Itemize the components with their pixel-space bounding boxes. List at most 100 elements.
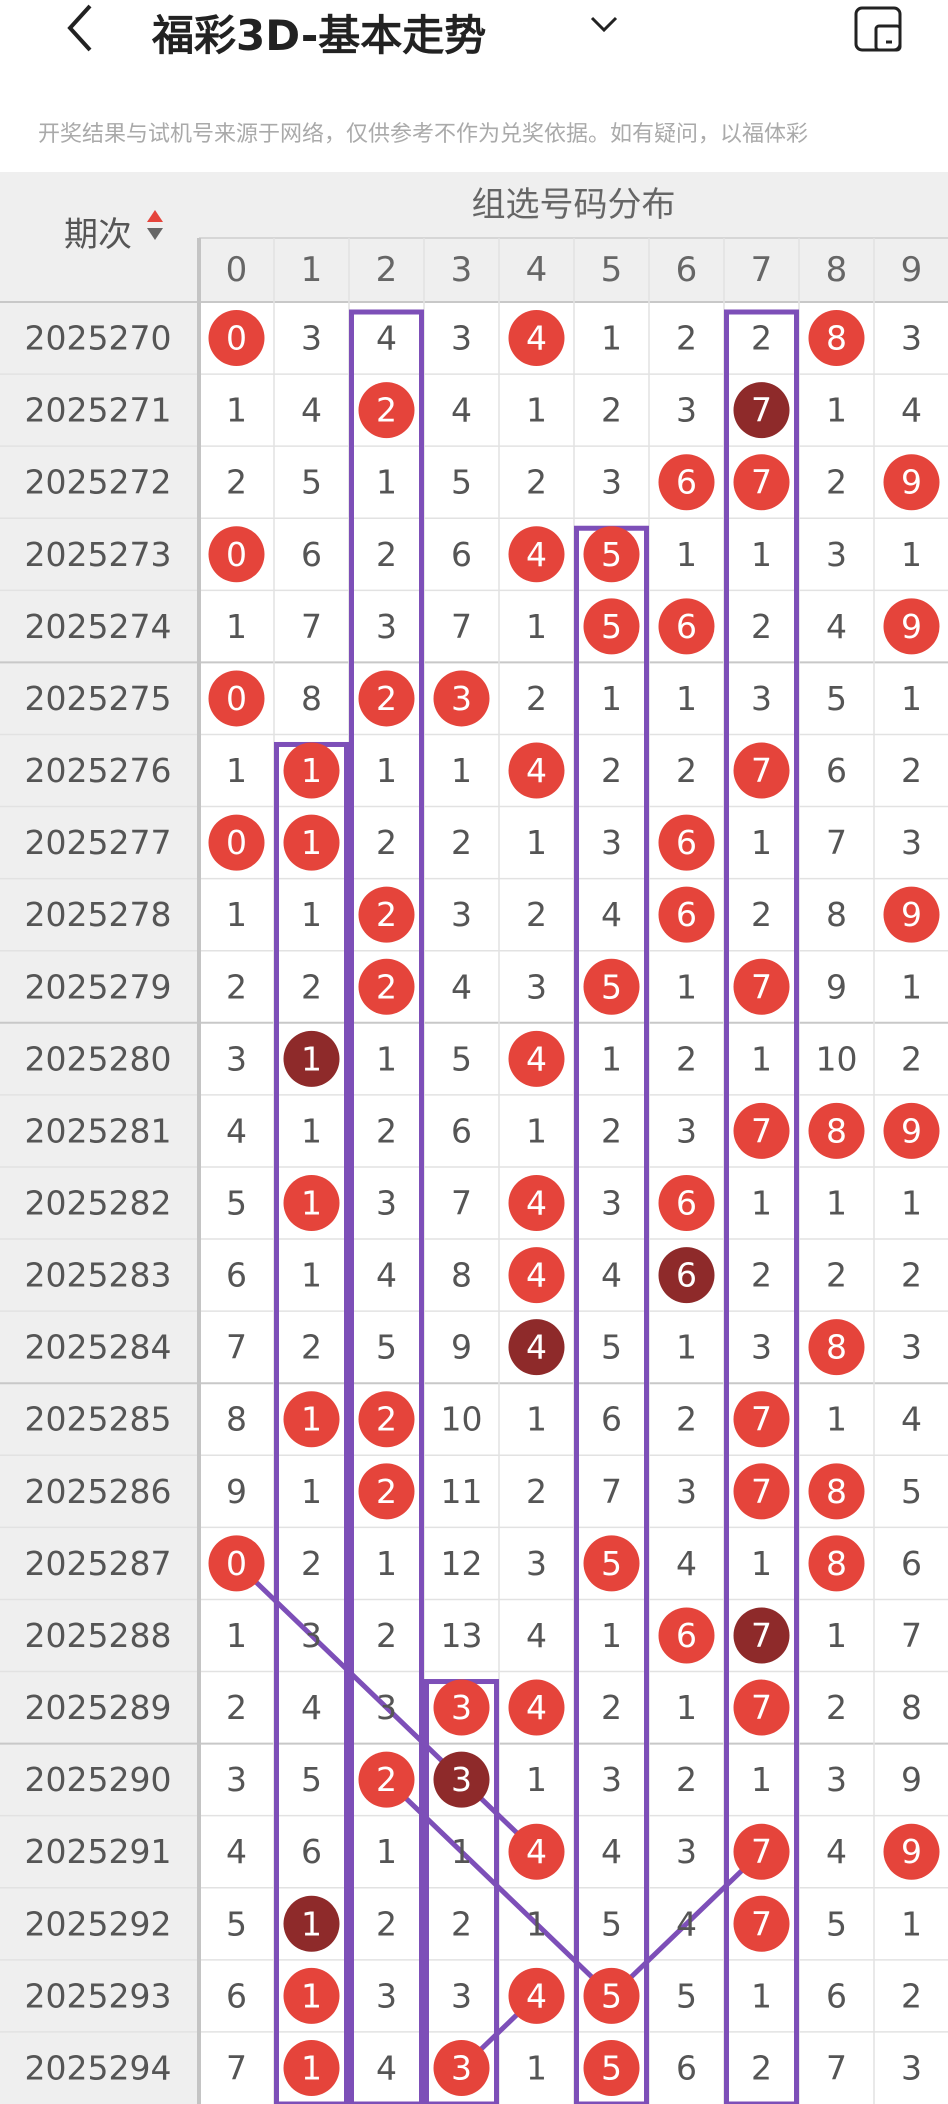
ball	[433, 1751, 490, 1808]
cell: 2	[526, 463, 547, 502]
cell: 7	[751, 967, 772, 1006]
digit-header: 6	[676, 250, 698, 290]
cell: 1	[526, 823, 547, 862]
cell: 2	[526, 679, 547, 718]
ball	[733, 1607, 790, 1664]
cell: 1	[301, 895, 322, 934]
cell: 3	[826, 535, 847, 574]
cell: 1	[826, 391, 847, 430]
ball	[583, 1967, 640, 2024]
cell: 1	[526, 1400, 547, 1439]
cell: 0	[226, 823, 247, 862]
cell: 5	[601, 535, 622, 574]
cell: 1	[601, 1616, 622, 1655]
cell: 2	[676, 751, 697, 790]
period: 2025282	[25, 1184, 172, 1223]
ball	[358, 958, 415, 1015]
cell: 3	[826, 1760, 847, 1799]
ball	[283, 1967, 340, 2024]
ball	[658, 454, 715, 511]
ball	[808, 1535, 865, 1592]
cell: 7	[301, 607, 322, 646]
cell: 1	[526, 1111, 547, 1150]
cell: 4	[601, 895, 622, 934]
ball	[808, 1463, 865, 1520]
cell: 2	[601, 1688, 622, 1727]
back-button[interactable]	[67, 4, 92, 52]
ball	[283, 814, 340, 871]
cell: 1	[526, 1760, 547, 1799]
ball	[208, 670, 265, 727]
cell: 1	[301, 1976, 322, 2015]
ball	[358, 1751, 415, 1808]
ball	[283, 1175, 340, 1231]
period: 2025270	[25, 319, 172, 358]
cell: 1	[301, 1904, 322, 1943]
cell: 7	[751, 1688, 772, 1727]
cell: 2	[901, 1256, 922, 1295]
cell: 3	[451, 1760, 472, 1799]
cell: 2	[526, 895, 547, 934]
cell: 6	[601, 1400, 622, 1439]
cell: 1	[226, 1616, 247, 1655]
ball	[883, 886, 940, 943]
cell: 8	[826, 1328, 847, 1367]
cell: 1	[601, 679, 622, 718]
dropdown-toggle[interactable]	[590, 16, 618, 33]
cell: 2	[376, 895, 397, 934]
cell: 6	[676, 607, 697, 646]
cell: 3	[226, 1760, 247, 1799]
ball	[883, 598, 940, 655]
cell: 4	[526, 1184, 547, 1223]
period: 2025272	[25, 463, 172, 502]
cell: 0	[226, 679, 247, 718]
period: 2025294	[25, 2048, 172, 2087]
cell: 4	[601, 1832, 622, 1871]
cell: 4	[226, 1111, 247, 1150]
cell: 3	[451, 319, 472, 358]
period: 2025279	[25, 967, 172, 1006]
cell: 9	[901, 463, 922, 502]
cell: 5	[376, 1328, 397, 1367]
cell: 1	[526, 1904, 547, 1943]
cell: 1	[751, 823, 772, 862]
period: 2025290	[25, 1760, 172, 1799]
cell: 2	[376, 1472, 397, 1511]
cell: 1	[676, 679, 697, 718]
cell: 2	[376, 391, 397, 430]
cell: 1	[676, 967, 697, 1006]
period: 2025275	[25, 679, 172, 718]
ball	[658, 1175, 715, 1231]
ball	[583, 958, 640, 1015]
period: 2025293	[25, 1976, 172, 2015]
period: 2025287	[25, 1544, 172, 1583]
cell: 2	[376, 1111, 397, 1150]
layout-toggle[interactable]	[854, 6, 902, 52]
cell: 5	[901, 1472, 922, 1511]
ball	[358, 382, 415, 439]
cell: 11	[441, 1472, 483, 1511]
ball	[508, 742, 565, 799]
cell: 4	[226, 1832, 247, 1871]
ball	[733, 454, 790, 511]
ball	[358, 670, 415, 727]
cell: 7	[901, 1616, 922, 1655]
cell: 1	[376, 1039, 397, 1078]
cell: 1	[751, 1184, 772, 1223]
cell: 0	[226, 319, 247, 358]
period: 2025280	[25, 1039, 172, 1078]
ball	[208, 814, 265, 871]
cell: 7	[751, 1616, 772, 1655]
cell: 7	[751, 1111, 772, 1150]
cell: 3	[526, 967, 547, 1006]
ball	[358, 1463, 415, 1520]
digit-header: 7	[751, 250, 773, 290]
ball	[583, 1535, 640, 1592]
ball	[508, 1247, 565, 1304]
cell: 1	[601, 1039, 622, 1078]
cell: 2	[826, 463, 847, 502]
cell: 5	[601, 607, 622, 646]
cell: 2	[451, 1904, 472, 1943]
cell: 7	[601, 1472, 622, 1511]
ball	[808, 1102, 865, 1159]
